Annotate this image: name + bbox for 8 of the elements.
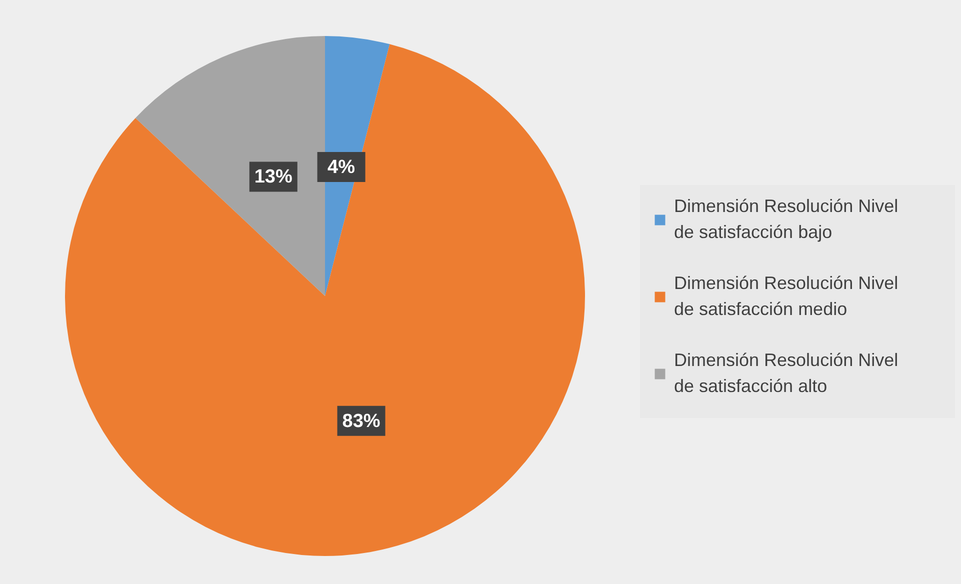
data-label: 4%	[328, 157, 356, 178]
data-label: 13%	[254, 166, 292, 188]
legend-label: Dimensión Resolución Nivel de satisfacción bajo	[674, 196, 898, 242]
legend-label: Dimensión Resolución Nivel de satisfacción alto	[674, 350, 898, 396]
legend-label: Dimensión Resolución Nivel de satisfacción medio	[674, 273, 898, 319]
pie-slice	[135, 36, 325, 296]
data-label: 83%	[342, 410, 380, 432]
pie-slice	[65, 44, 585, 556]
